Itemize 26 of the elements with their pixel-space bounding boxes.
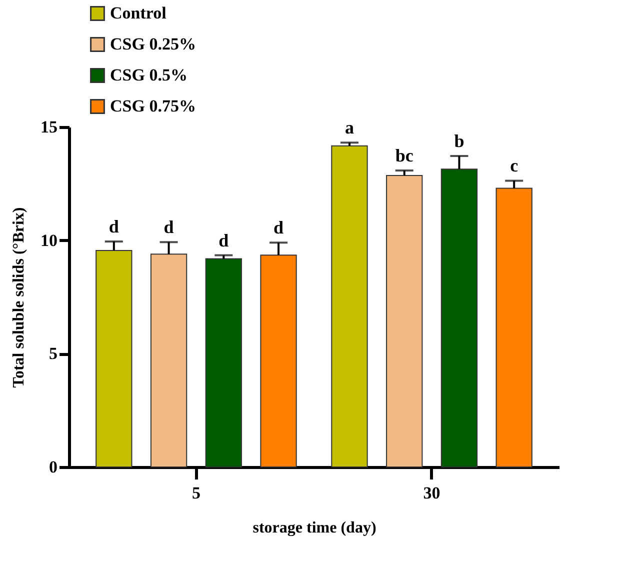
bar <box>260 254 297 468</box>
bar <box>205 258 242 468</box>
x-tick-label: 30 <box>423 484 440 502</box>
bar <box>440 168 478 468</box>
bar <box>150 254 188 468</box>
y-tick-label: 10 <box>40 230 58 250</box>
data-label: c <box>510 156 518 176</box>
legend-label: CSG 0.75% <box>110 96 196 116</box>
data-label: d <box>108 216 119 236</box>
data-label: d <box>164 217 174 238</box>
bar <box>496 188 532 468</box>
data-label: d <box>274 218 284 238</box>
data-label: bc <box>395 146 414 166</box>
legend-label: CSG 0.25% <box>110 34 196 54</box>
y-axis-title: Total soluble solids (°Brix) <box>10 207 28 388</box>
data-label: b <box>454 131 464 152</box>
legend-label: Control <box>110 4 167 22</box>
data-label: a <box>344 118 354 138</box>
x-axis-title: storage time (day) <box>252 520 376 536</box>
bar <box>96 250 132 468</box>
y-tick-label: 15 <box>40 118 58 136</box>
y-tick-label: 5 <box>49 344 58 364</box>
y-tick-label: 0 <box>49 458 58 476</box>
bar <box>386 175 423 468</box>
legend-label: CSG 0.5% <box>110 66 188 84</box>
data-label: d <box>218 230 229 250</box>
